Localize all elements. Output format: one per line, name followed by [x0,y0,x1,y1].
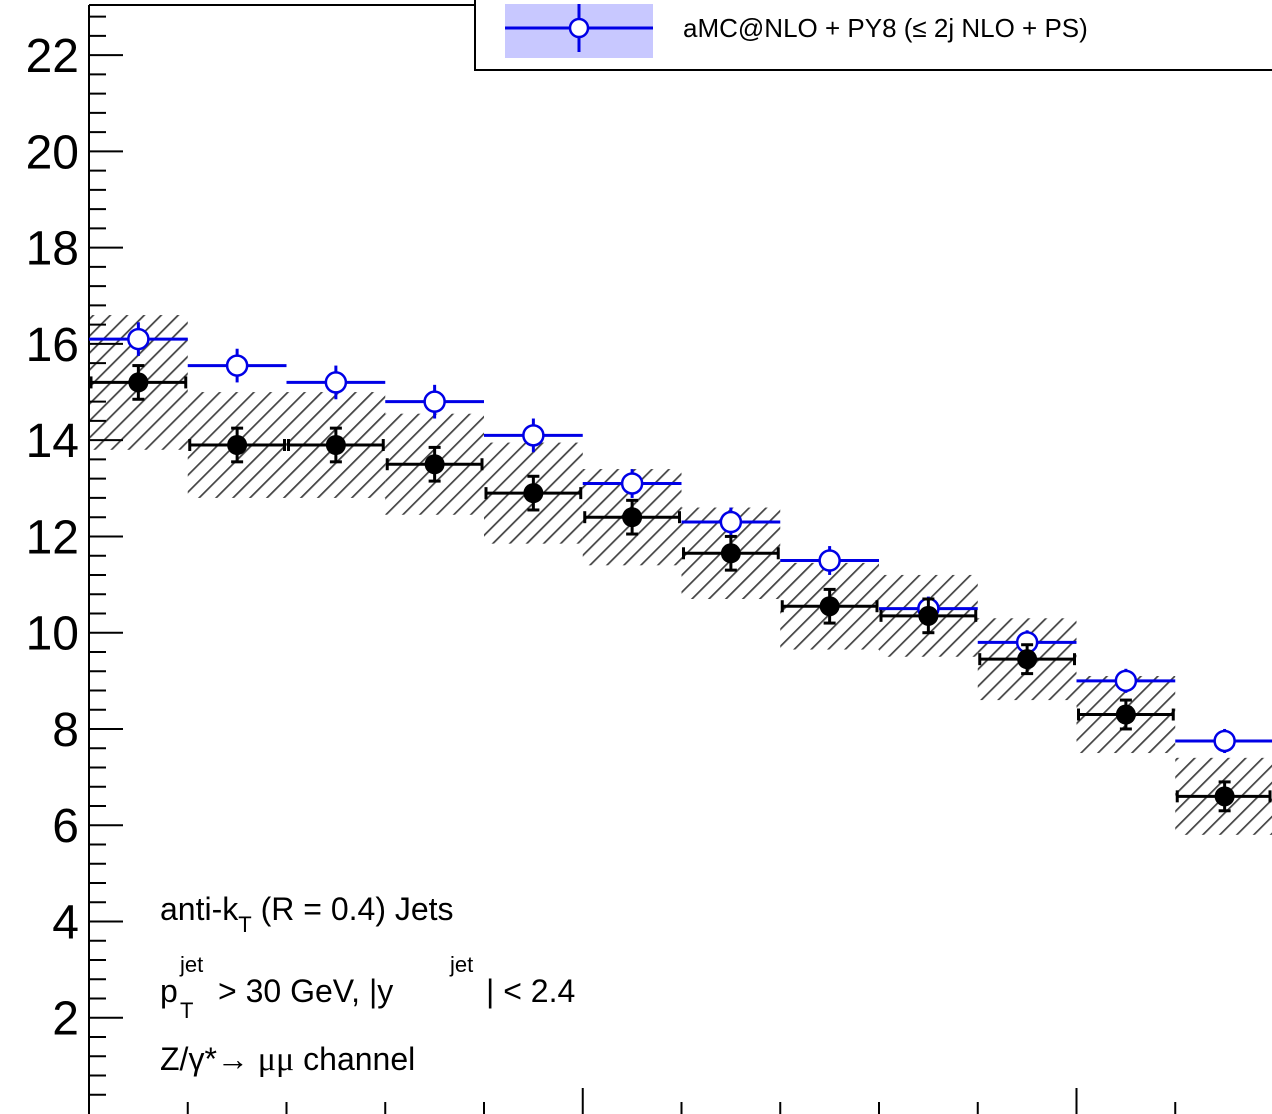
data-point [1214,786,1235,807]
y-tick-label: 16 [26,319,79,372]
svg-text:anti-kT (R = 0.4) Jets: anti-kT (R = 0.4) Jets [160,891,454,937]
data-point [424,454,445,475]
y-tick-label: 8 [52,704,79,757]
anno-channel-pre: Z/γ*→ [160,1041,258,1077]
data-point [523,483,544,504]
mc-point [1213,729,1236,753]
mc-point [423,390,446,413]
y-tick-label: 22 [26,30,79,83]
series-data [89,364,1272,813]
data-point [819,596,840,617]
data-point [1115,704,1136,725]
annotation-channel: Z/γ*→ μμ channel [160,1041,415,1078]
anno-jets-rest: (R = 0.4) Jets [252,891,454,927]
mc-point [127,327,150,351]
anno-end: | < 2.4 [486,973,575,1009]
anno-mid: > 30 GeV, |y [218,973,393,1009]
mc-point [818,549,841,572]
anno-channel-post: channel [294,1041,415,1077]
data-point [325,434,346,455]
mc-point [1114,669,1138,693]
y-tick-label: 12 [26,511,79,564]
legend: aMC@NLO + PY8 (≤ 2j NLO + PS) [474,0,1272,71]
y-tick-label: 20 [26,126,79,179]
anno-pt-sup: jet [179,952,203,977]
anno-channel-mu: μμ [258,1041,294,1078]
anno-pt: p [160,973,178,1009]
annotation-cuts: p jet T > 30 GeV, |y jet | < 2.4 [160,952,575,1023]
data-point [1017,649,1038,670]
y-tick-label: 6 [52,800,79,853]
mc-point [324,371,348,394]
data-point [128,372,149,393]
mc-point [719,510,743,534]
anno-jets-sub: T [238,912,251,937]
mc-point [225,354,249,377]
mc-point [620,472,644,495]
series-amcnlo [89,322,1272,754]
data-point [720,543,741,564]
y-tick-label: 14 [26,415,79,468]
anno-pt-sub: T [180,998,193,1023]
anno-jets-text: anti-k [160,891,239,927]
series-layer [89,322,1272,813]
svg-text:Z/γ*→ μμ channel: Z/γ*→ μμ channel [160,1041,415,1078]
y-tick-label: 10 [26,608,79,661]
anno-y-sup: jet [449,952,473,977]
data-point [918,605,939,626]
y-tick-label: 18 [26,223,79,276]
y-tick-label: 4 [52,896,79,949]
mc-point [522,424,545,447]
y-tick-label: 2 [52,993,79,1046]
data-point [227,434,248,455]
data-point [622,507,643,528]
legend-swatch-marker [568,17,590,39]
legend-label: aMC@NLO + PY8 (≤ 2j NLO + PS) [683,13,1088,43]
annotation-jets: anti-kT (R = 0.4) Jets [160,891,454,937]
uncertainty-bands [89,315,1272,835]
